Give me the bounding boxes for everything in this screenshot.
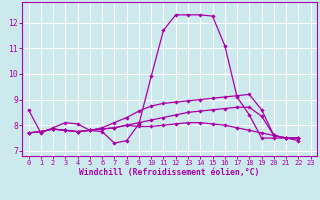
X-axis label: Windchill (Refroidissement éolien,°C): Windchill (Refroidissement éolien,°C): [79, 168, 260, 177]
